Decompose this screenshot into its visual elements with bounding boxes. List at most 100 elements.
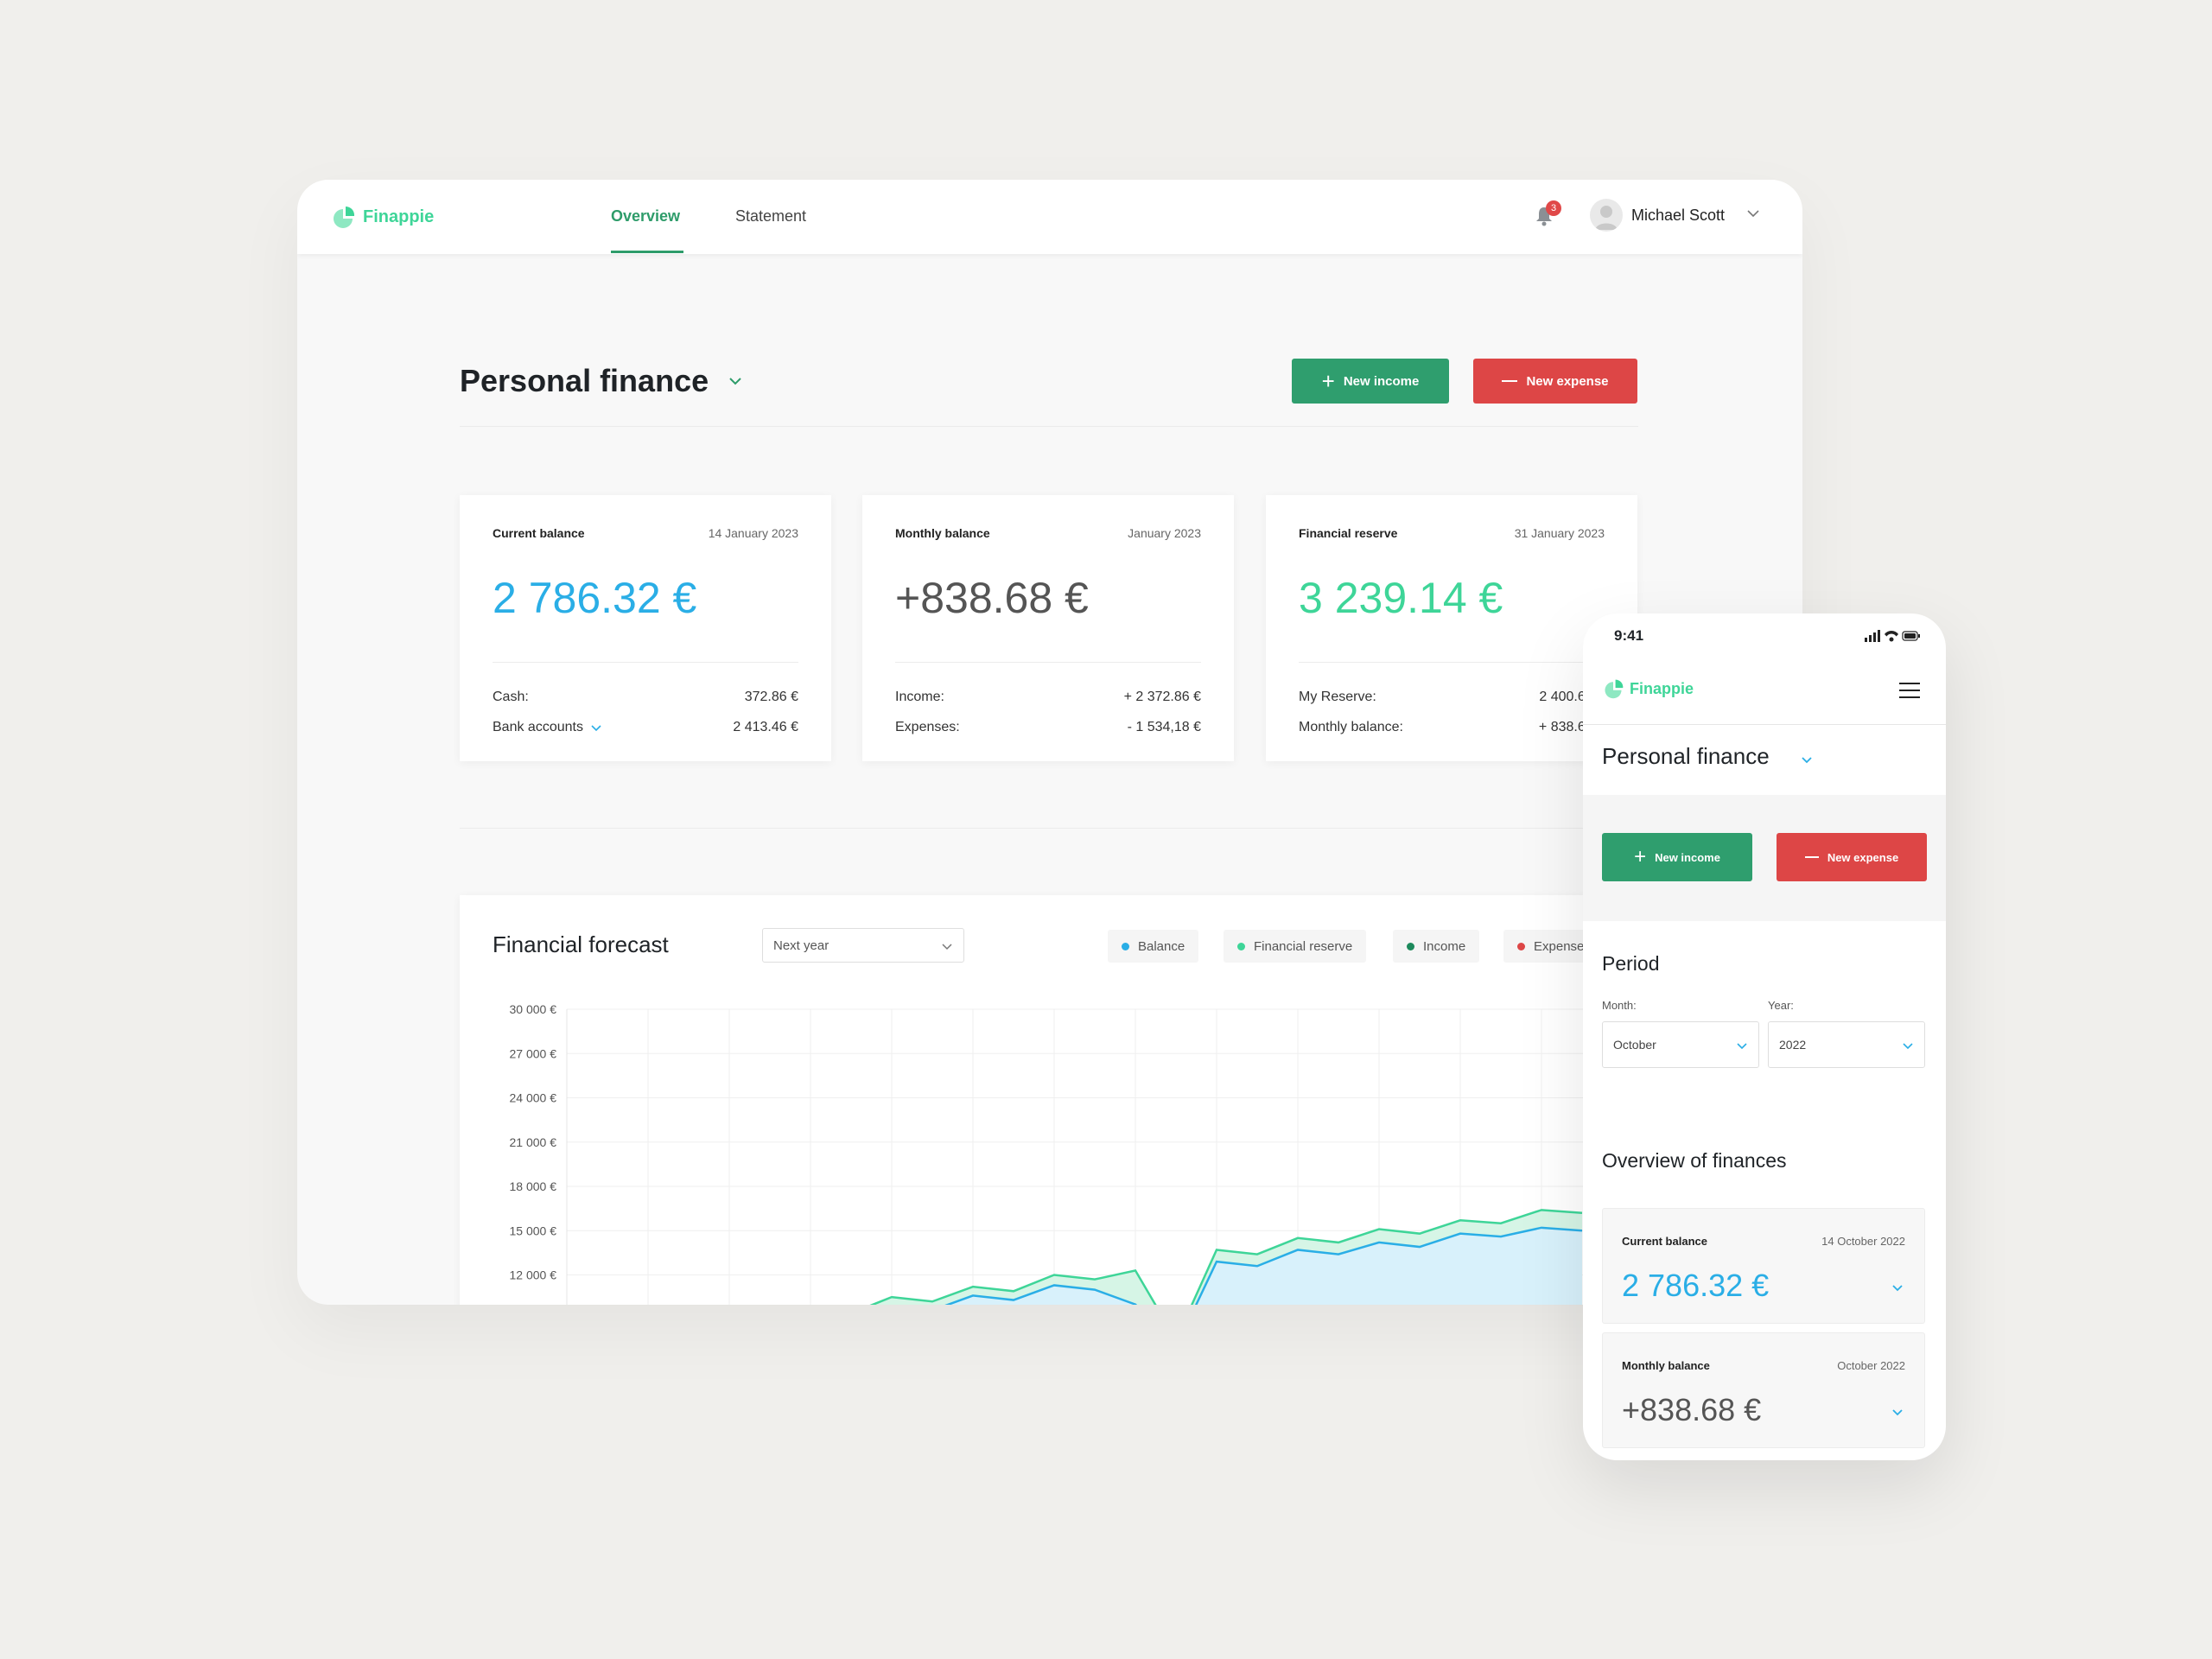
balance-line: [944, 1226, 1583, 1305]
legend-balance[interactable]: Balance: [1108, 930, 1199, 963]
mobile-new-expense-button[interactable]: New expense: [1777, 833, 1927, 881]
user-name[interactable]: Michael Scott: [1631, 207, 1726, 224]
page-title: Personal finance: [460, 363, 709, 398]
plus-icon: +: [1321, 368, 1335, 394]
card-row: Income: + 2 372.86 €: [895, 690, 1201, 705]
minus-icon: [1804, 856, 1819, 858]
legend-dot: [1517, 942, 1525, 950]
bank-accounts-value: 2 413.46 €: [733, 720, 798, 734]
chevron-down-icon[interactable]: [1890, 1404, 1905, 1420]
card-title: Current balance: [1622, 1235, 1707, 1248]
card-row: Cash: 372.86 €: [493, 690, 798, 705]
card-row: My Reserve: 2 400.68 €: [1299, 690, 1605, 705]
month-select-value: October: [1613, 1038, 1656, 1052]
reserve-band: [872, 1210, 1582, 1305]
cash-value: 372.86 €: [744, 690, 798, 704]
card-divider: [895, 662, 1201, 663]
avatar[interactable]: [1590, 199, 1623, 232]
forecast-chart: 30 000 € 27 000 € 24 000 € 21 000 € 18 000 €…: [510, 1002, 1669, 1305]
card-amount: +838.68 €: [895, 574, 1089, 622]
mobile-monthly-balance-card[interactable]: Monthly balance October 2022 +838.68 €: [1602, 1332, 1925, 1448]
tab-statement[interactable]: Statement: [735, 207, 807, 225]
new-income-label: New income: [1343, 373, 1420, 389]
card-title: Monthly balance: [1622, 1359, 1710, 1372]
balance-area: [947, 1227, 1582, 1305]
chevron-down-icon: [942, 944, 952, 950]
current-balance-card: Current balance 14 January 2023 2 786.32…: [460, 495, 831, 761]
card-date: 14 October 2022: [1821, 1235, 1905, 1248]
card-title: Financial reserve: [1299, 526, 1398, 540]
y-tick-label: 21 000 €: [510, 1135, 557, 1149]
mobile-new-income-button[interactable]: + New income: [1602, 833, 1752, 881]
new-expense-label: New expense: [1827, 850, 1899, 864]
card-date: October 2022: [1837, 1359, 1905, 1372]
mobile-header-divider: [1583, 724, 1946, 725]
bank-accounts-label: Bank accounts: [493, 720, 583, 734]
y-tick-label: 15 000 €: [510, 1224, 557, 1237]
income-label: Income:: [895, 690, 944, 704]
status-icons: [1865, 630, 1920, 642]
card-amount: +838.68 €: [1622, 1392, 1762, 1427]
finappie-logo-icon: [334, 206, 355, 228]
chevron-down-icon[interactable]: [1745, 206, 1761, 221]
card-amount: 3 239.14 €: [1299, 574, 1503, 622]
income-value: + 2 372.86 €: [1123, 690, 1201, 704]
monthly-balance-card: Monthly balance January 2023 +838.68 € I…: [862, 495, 1234, 761]
new-income-label: New income: [1655, 850, 1720, 864]
mobile-current-balance-card[interactable]: Current balance 14 October 2022 2 786.32…: [1602, 1208, 1925, 1324]
chevron-down-icon[interactable]: [1890, 1280, 1905, 1295]
mobile-page-title: Personal finance: [1602, 743, 1770, 769]
legend-label: Financial reserve: [1254, 938, 1353, 954]
app-name: Finappie: [363, 207, 435, 226]
legend-dot: [1122, 942, 1129, 950]
card-date: January 2023: [1128, 526, 1201, 540]
minus-icon: [1502, 380, 1518, 382]
new-income-button[interactable]: + New income: [1292, 359, 1449, 404]
tab-overview[interactable]: Overview: [611, 207, 681, 225]
mobile-app-logo[interactable]: Finappie: [1602, 677, 1694, 700]
financial-reserve-card: Financial reserve 31 January 2023 3 239.…: [1266, 495, 1637, 761]
legend-label: Expenses: [1534, 938, 1591, 954]
plus-icon: +: [1634, 845, 1647, 868]
expenses-value: - 1 534,18 €: [1127, 720, 1201, 734]
hamburger-menu-icon[interactable]: [1899, 683, 1920, 698]
forecast-title: Financial forecast: [493, 931, 669, 957]
year-select[interactable]: 2022: [1768, 1021, 1925, 1068]
chevron-down-icon[interactable]: [726, 372, 745, 391]
month-label: Month:: [1602, 999, 1637, 1012]
legend-label: Balance: [1138, 938, 1185, 954]
app-name: Finappie: [1630, 679, 1694, 697]
legend-income[interactable]: Income: [1393, 930, 1480, 963]
y-tick-label: 30 000 €: [510, 1002, 557, 1016]
overview-heading: Overview of finances: [1602, 1149, 1787, 1172]
bank-accounts-toggle[interactable]: Bank accounts: [493, 720, 602, 735]
year-label: Year:: [1768, 999, 1794, 1012]
card-amount: 2 786.32 €: [1622, 1268, 1770, 1303]
status-time: 9:41: [1614, 627, 1644, 644]
period-select-value: Next year: [773, 938, 830, 953]
month-select[interactable]: October: [1602, 1021, 1759, 1068]
card-date: 31 January 2023: [1514, 526, 1605, 540]
period-select[interactable]: Next year: [762, 928, 964, 963]
new-expense-button[interactable]: New expense: [1473, 359, 1637, 404]
y-tick-label: 12 000 €: [510, 1268, 557, 1282]
finappie-logo-icon: [1605, 679, 1624, 699]
legend-financial-reserve[interactable]: Financial reserve: [1224, 930, 1367, 963]
card-title: Monthly balance: [895, 526, 990, 540]
monthly-balance-label: Monthly balance:: [1299, 720, 1403, 734]
y-tick-label: 27 000 €: [510, 1046, 557, 1060]
app-logo[interactable]: Finappie: [330, 204, 434, 230]
year-select-value: 2022: [1779, 1038, 1807, 1052]
notification-badge: 3: [1546, 200, 1561, 216]
section-divider: [460, 828, 1638, 829]
active-tab-indicator: [611, 251, 683, 253]
legend-label: Income: [1423, 938, 1466, 954]
chevron-down-icon[interactable]: [590, 721, 602, 734]
top-navbar: Finappie Overview Statement 3 Michael Sc…: [297, 180, 1802, 254]
legend-dot: [1237, 942, 1245, 950]
cash-label: Cash:: [493, 690, 529, 704]
chevron-down-icon[interactable]: [1799, 752, 1815, 767]
y-tick-label: 18 000 €: [510, 1179, 557, 1193]
card-date: 14 January 2023: [708, 526, 798, 540]
financial-forecast-panel: Financial forecast Next year Balance Fin…: [460, 895, 1669, 1305]
